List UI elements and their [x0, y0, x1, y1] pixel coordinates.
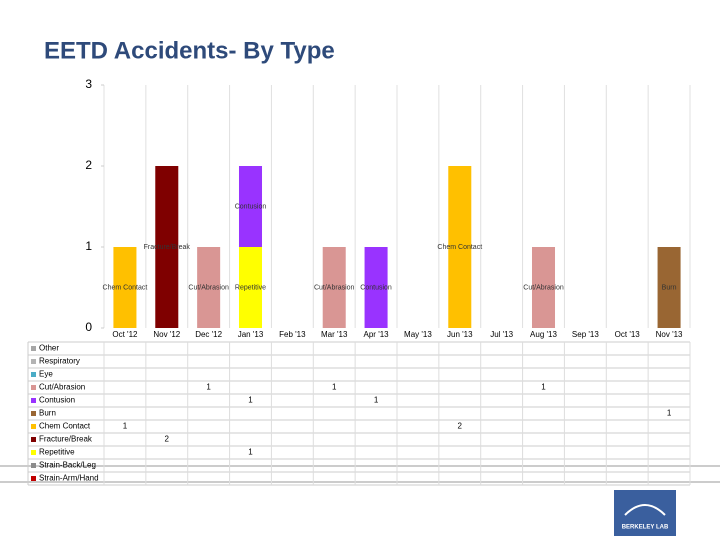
legend-swatch: [31, 372, 36, 377]
x-tick-label: Jan '13: [238, 330, 264, 339]
legend-label: Strain-Arm/Hand: [39, 474, 99, 483]
x-tick-label: Jun '13: [447, 330, 473, 339]
bar-segment: [238, 247, 263, 328]
bar-segment: [322, 247, 346, 328]
data-label: Repetitive: [235, 284, 266, 291]
y-tick-label: 1: [85, 239, 92, 253]
legend-label: Repetitive: [39, 448, 75, 457]
bar-segment: [657, 247, 681, 328]
table-value: 1: [332, 383, 337, 392]
bar-segment: [113, 247, 137, 328]
y-tick-label: 3: [85, 77, 92, 91]
legend-label: Respiratory: [39, 357, 80, 366]
legend-swatch: [31, 359, 36, 364]
legend-swatch: [31, 476, 36, 481]
bar-segment: [238, 166, 263, 247]
data-label: Cut/Abrasion: [314, 284, 355, 291]
legend-swatch: [31, 463, 36, 468]
x-tick-label: May '13: [404, 330, 432, 339]
legend-swatch: [31, 437, 36, 442]
legend-label: Other: [39, 344, 59, 353]
x-tick-label: Mar '13: [321, 330, 348, 339]
x-tick-label: Nov '13: [656, 330, 683, 339]
bar-segment: [531, 247, 556, 328]
legend-swatch: [31, 346, 36, 351]
logo-text: BERKELEY LAB: [622, 525, 669, 531]
legend-label: Chem Contact: [39, 422, 91, 431]
table-value: 2: [458, 422, 463, 431]
legend-label: Strain-Back/Leg: [39, 461, 96, 470]
data-label: Cut/Abrasion: [188, 284, 229, 291]
data-label: Chem Contact: [437, 244, 482, 251]
table-value: 1: [374, 396, 379, 405]
bar-segment: [364, 247, 388, 328]
legend-swatch: [31, 450, 36, 455]
legend-label: Cut/Abrasion: [39, 383, 85, 392]
x-tick-label: Jul '13: [490, 330, 513, 339]
data-label: Chem Contact: [103, 284, 148, 291]
chart-title: EETD Accidents- By Type: [44, 37, 335, 64]
x-tick-label: Oct '13: [615, 330, 641, 339]
legend-label: Eye: [39, 370, 53, 379]
y-tick-label: 0: [85, 320, 92, 334]
x-tick-label: Nov '12: [153, 330, 180, 339]
legend-swatch: [31, 424, 36, 429]
x-tick-label: Oct '12: [112, 330, 138, 339]
table-value: 2: [165, 435, 170, 444]
data-label: Burn: [662, 284, 677, 291]
bar-segment: [448, 166, 472, 328]
data-label: Contusion: [360, 284, 392, 291]
table-value: 1: [541, 383, 546, 392]
legend-label: Contusion: [39, 396, 75, 405]
legend-swatch: [31, 411, 36, 416]
table-value: 1: [248, 396, 253, 405]
table-value: 1: [667, 409, 672, 418]
x-tick-label: Sep '13: [572, 330, 599, 339]
legend-swatch: [31, 398, 36, 403]
legend-label: Fracture/Break: [39, 435, 93, 444]
table-value: 1: [206, 383, 211, 392]
logo-box: [614, 490, 676, 536]
x-tick-label: Dec '12: [195, 330, 222, 339]
x-tick-label: Feb '13: [279, 330, 306, 339]
bar-segment: [197, 247, 221, 328]
logo-arc: [624, 504, 666, 516]
legend-label: Burn: [39, 409, 56, 418]
data-label: Cut/Abrasion: [523, 284, 564, 291]
x-tick-label: Aug '13: [530, 330, 557, 339]
y-tick-label: 2: [85, 158, 92, 172]
table-value: 1: [123, 422, 128, 431]
x-tick-label: Apr '13: [364, 330, 390, 339]
data-label: Contusion: [235, 203, 267, 210]
table-value: 1: [248, 448, 253, 457]
legend-swatch: [31, 385, 36, 390]
data-label: Fracture/Break: [144, 244, 191, 251]
bar-segment: [155, 166, 179, 328]
